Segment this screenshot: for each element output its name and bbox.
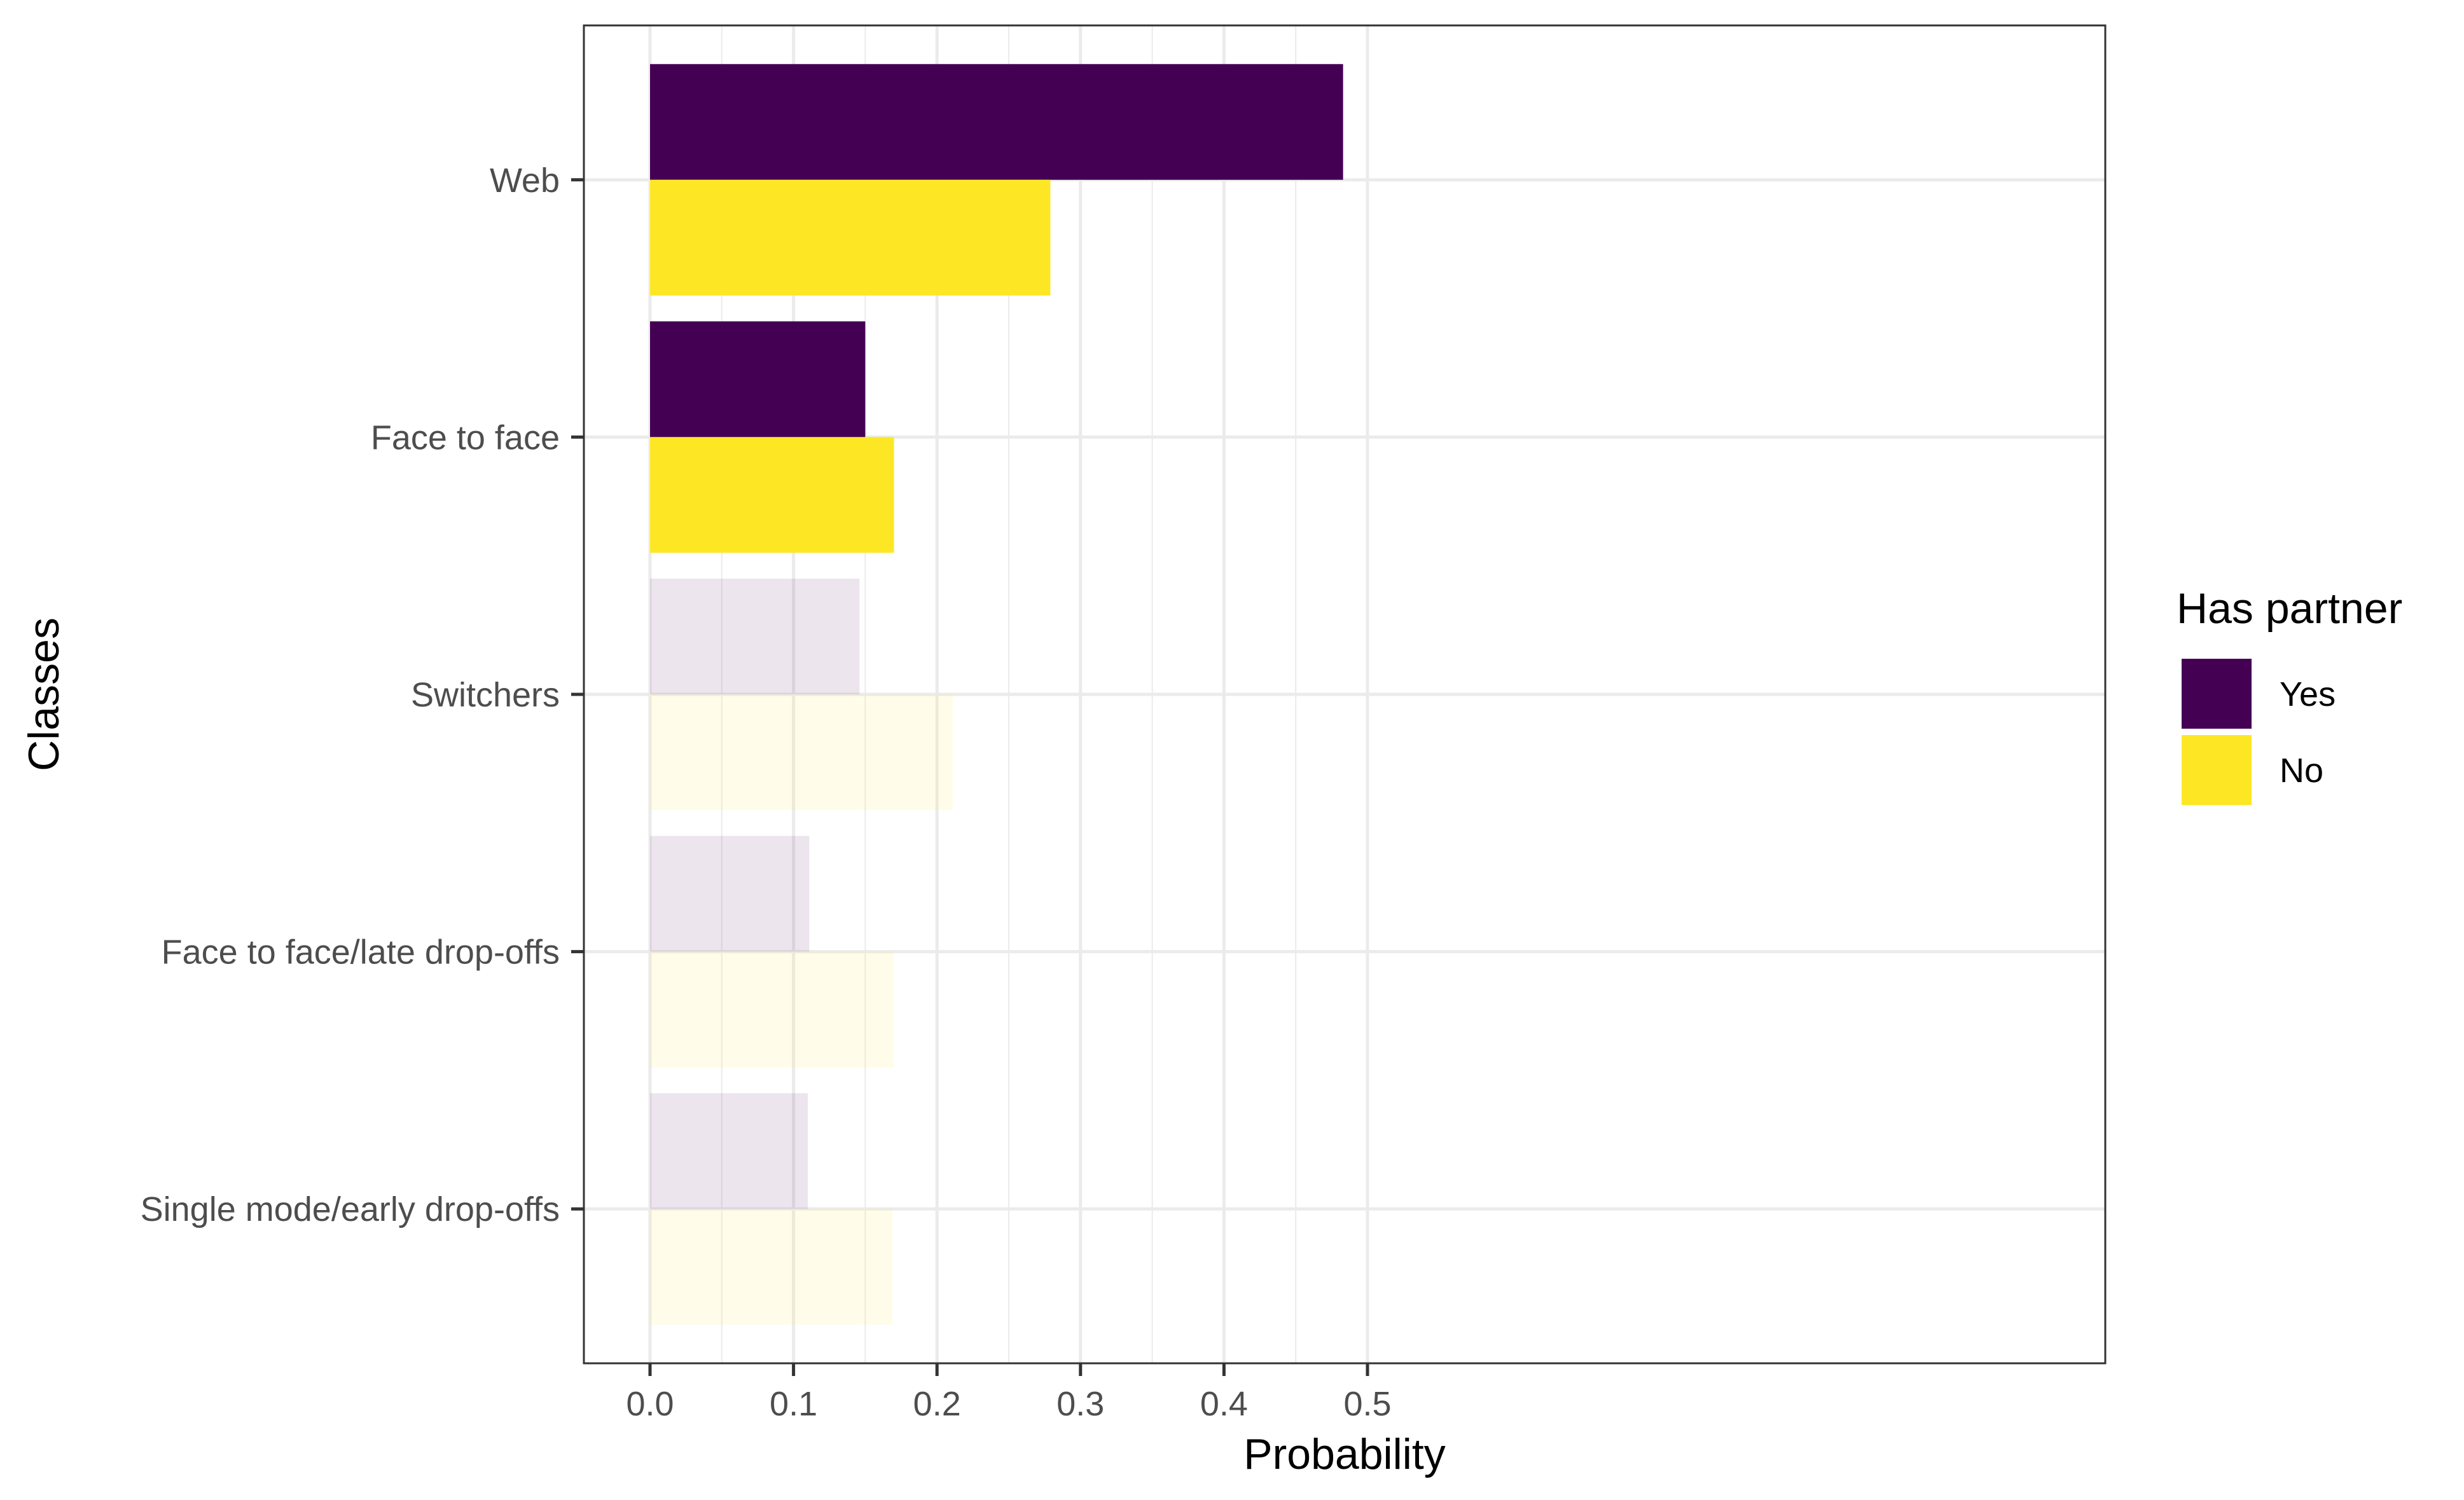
bar-no-face-to-face-late-drop-offs xyxy=(650,951,894,1068)
bar-yes-face-to-face xyxy=(650,321,866,437)
y-axis-title: Classes xyxy=(20,617,68,771)
bar-yes-single-mode-early-drop-offs xyxy=(650,1093,808,1209)
x-tick-label: 0.4 xyxy=(1200,1385,1248,1423)
y-axis: Web Face to face Switchers Face to face/lat… xyxy=(141,162,584,1228)
bar-no-switchers xyxy=(650,694,953,810)
y-tick-label: Face to face/late drop-offs xyxy=(162,933,560,972)
legend-label-no: No xyxy=(2280,752,2323,790)
bar-no-face-to-face xyxy=(650,437,894,553)
bar-yes-face-to-face-late-drop-offs xyxy=(650,836,810,952)
bar-no-single-mode-early-drop-offs xyxy=(650,1209,893,1325)
x-axis: 0.0 0.1 0.2 0.3 0.4 0.5 xyxy=(626,1363,1392,1423)
x-tick-label: 0.2 xyxy=(913,1385,961,1423)
y-tick-label: Face to face xyxy=(371,418,560,457)
legend-title: Has partner xyxy=(2177,584,2402,633)
x-tick-label: 0.3 xyxy=(1056,1385,1104,1423)
bars xyxy=(650,64,1343,1325)
legend: Has partner Yes No xyxy=(2177,584,2402,805)
x-tick-label: 0.5 xyxy=(1343,1385,1391,1423)
bar-no-web xyxy=(650,179,1051,296)
y-tick-label: Web xyxy=(490,162,560,200)
legend-key-yes xyxy=(2182,659,2252,729)
bar-yes-web xyxy=(650,64,1343,180)
x-tick-label: 0.0 xyxy=(626,1385,674,1423)
x-axis-title: Probability xyxy=(1243,1430,1446,1478)
y-tick-label: Switchers xyxy=(411,676,560,714)
y-tick-label: Single mode/early drop-offs xyxy=(141,1190,560,1228)
legend-key-no xyxy=(2182,735,2252,805)
legend-label-yes: Yes xyxy=(2280,675,2336,713)
bar-yes-switchers xyxy=(650,579,860,694)
x-tick-label: 0.1 xyxy=(770,1385,817,1423)
